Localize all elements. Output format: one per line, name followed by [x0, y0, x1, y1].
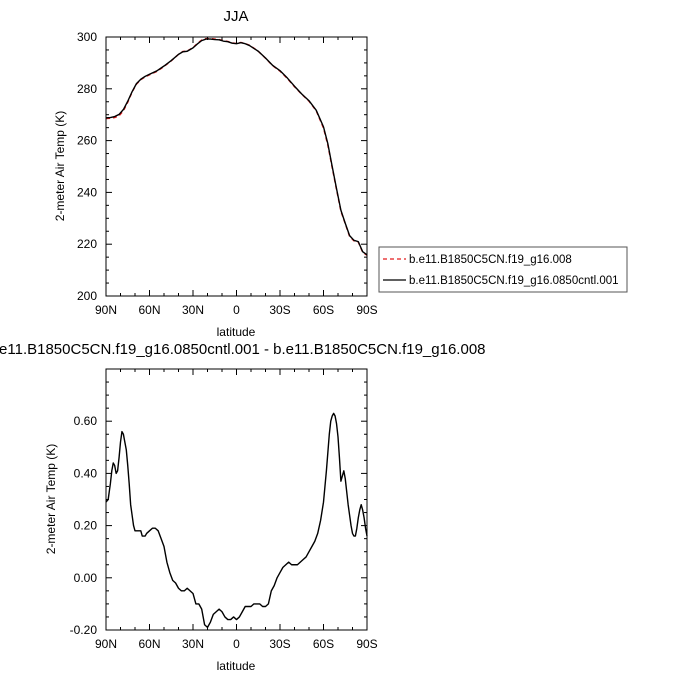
y-tick-label: 300 — [77, 30, 97, 44]
legend-box — [378, 246, 628, 293]
x-tick-label: 90S — [356, 303, 377, 317]
y-axis-label: 2-meter Air Temp (K) — [53, 111, 67, 221]
chart-bottom: b.e11.B1850C5CN.f19_g16.0850cntl.001 - b… — [0, 341, 485, 673]
x-tick-label: 0 — [233, 303, 240, 317]
x-tick-label: 30N — [182, 303, 204, 317]
chart-top: JJA 90N 60N 30N 0 30S 60S 90S 200 220 240 260 280 30… — [53, 8, 628, 339]
x-tick-label: 30N — [182, 637, 204, 651]
x-tick-label: 60N — [138, 303, 160, 317]
y-tick-label: 220 — [77, 237, 97, 251]
plot-frame — [105, 368, 368, 631]
series-line-2 — [105, 38, 368, 256]
x-tick-label: 30S — [269, 637, 290, 651]
legend-label-series-2: b.e11.B1850C5CN.f19_g16.0850cntl.001 — [409, 275, 619, 287]
y-tick-label: -0.20 — [70, 623, 98, 637]
y-tick-label: 200 — [77, 289, 97, 303]
chart-title: JJA — [223, 8, 248, 25]
x-tick-label: 90S — [356, 637, 377, 651]
x-tick-label: 60N — [138, 637, 160, 651]
x-tick-label: 60S — [313, 303, 334, 317]
x-axis-label: latitude — [217, 325, 256, 339]
y-tick-label: 0.00 — [74, 571, 98, 585]
y-tick-label: 0.60 — [74, 414, 98, 428]
y-tick-label: 260 — [77, 134, 97, 148]
y-tick-label: 0.40 — [74, 466, 98, 480]
y-axis-label: 2-meter Air Temp (K) — [44, 444, 58, 554]
x-tick-label: 0 — [233, 637, 240, 651]
x-tick-label: 60S — [313, 637, 334, 651]
legend-label-series-1: b.e11.B1850C5CN.f19_g16.008 — [409, 254, 572, 266]
series-line-1 — [105, 412, 368, 629]
x-axis-label: latitude — [217, 659, 256, 673]
y-tick-label: 0.20 — [74, 519, 98, 533]
legend: b.e11.B1850C5CN.f19_g16.008 b.e11.B1850C… — [378, 246, 628, 293]
y-tick-label: 280 — [77, 82, 97, 96]
x-tick-label: 90N — [95, 303, 117, 317]
y-tick-label: 240 — [77, 185, 97, 199]
x-tick-label: 90N — [95, 637, 117, 651]
chart-title: b.e11.B1850C5CN.f19_g16.0850cntl.001 - b… — [0, 341, 485, 358]
x-tick-label: 30S — [269, 303, 290, 317]
